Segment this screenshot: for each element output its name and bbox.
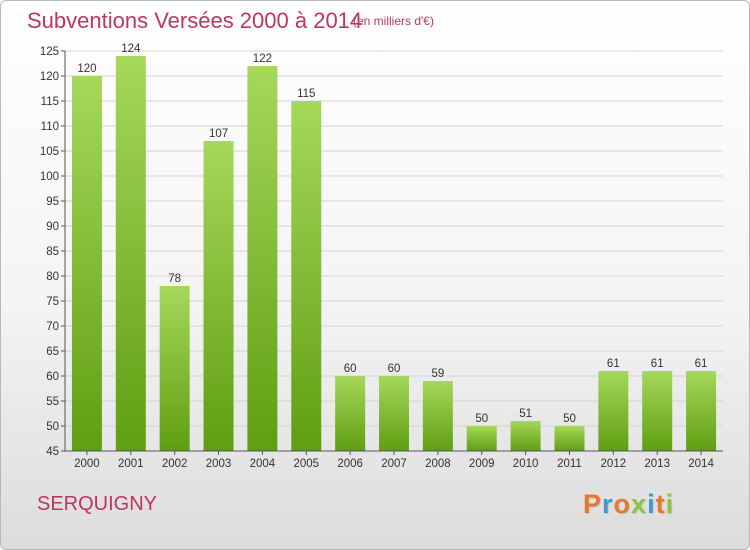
- x-tick-label: 2003: [206, 458, 232, 470]
- data-label: 59: [431, 368, 444, 380]
- y-tick-label: 125: [40, 46, 59, 58]
- data-label: 61: [651, 358, 664, 370]
- bar[interactable]: [115, 56, 146, 451]
- bars: [71, 56, 717, 451]
- x-tick-label: 2005: [293, 458, 319, 470]
- logo-letter: P: [583, 489, 603, 519]
- logo-letter: i: [665, 489, 675, 519]
- x-tick-label: 2000: [74, 458, 100, 470]
- logo-letter: x: [631, 489, 648, 519]
- y-tick-label: 55: [46, 396, 59, 408]
- y-tick-label: 105: [40, 146, 59, 158]
- x-tick-label: 2008: [425, 458, 451, 470]
- y-tick-label: 95: [46, 196, 59, 208]
- data-label: 60: [388, 363, 401, 375]
- data-label: 51: [519, 408, 532, 420]
- x-tick-label: 2010: [513, 458, 539, 470]
- x-tick-label: 2004: [250, 458, 276, 470]
- x-tick-label: 2001: [118, 458, 144, 470]
- data-label: 122: [253, 53, 272, 65]
- logo-letter: i: [647, 489, 656, 519]
- y-tick-label: 120: [40, 71, 59, 83]
- y-tick-label: 75: [46, 296, 59, 308]
- bar[interactable]: [422, 381, 453, 451]
- x-tick-label: 2014: [688, 458, 714, 470]
- bar[interactable]: [379, 376, 409, 451]
- axes: 45 50 55 60 65 70 75 80 85 90 95 100 105 110 115 120 125…: [40, 46, 723, 470]
- y-tick-label: 45: [46, 446, 59, 458]
- bar[interactable]: [554, 426, 585, 451]
- y-tick-label: 60: [46, 371, 59, 383]
- x-tick-label: 2012: [601, 458, 627, 470]
- data-label: 115: [297, 88, 315, 100]
- bar[interactable]: [598, 371, 629, 451]
- proxiti-logo[interactable]: Proxiti: [583, 489, 674, 520]
- data-label: 61: [607, 358, 620, 370]
- data-label: 50: [563, 413, 576, 425]
- data-label: 78: [168, 273, 181, 285]
- x-tick-label: 2007: [381, 458, 407, 470]
- bar[interactable]: [335, 376, 366, 451]
- x-tick-label: 2006: [337, 458, 363, 470]
- data-label: 107: [209, 128, 228, 140]
- data-label: 50: [475, 413, 488, 425]
- y-tick-label: 50: [46, 421, 59, 433]
- bar[interactable]: [686, 371, 717, 451]
- y-tick-label: 110: [41, 121, 59, 133]
- y-tick-label: 85: [46, 246, 59, 258]
- data-label: 120: [77, 63, 96, 75]
- bar[interactable]: [71, 76, 102, 451]
- y-tick-label: 65: [46, 346, 59, 358]
- y-tick-label: 90: [46, 221, 59, 233]
- bar[interactable]: [247, 66, 278, 451]
- logo-letter: r: [602, 489, 614, 519]
- y-tick-label: 100: [40, 171, 59, 183]
- bar[interactable]: [203, 141, 234, 451]
- x-tick-label: 2013: [644, 458, 670, 470]
- chart-unit: (en milliers d'€): [353, 14, 434, 28]
- data-labels: 120 124 78 107 122 115 60 60 59 50 51 50 61 61 61: [77, 43, 707, 425]
- data-label: 61: [695, 358, 708, 370]
- data-label: 60: [344, 363, 357, 375]
- logo-letter: o: [613, 489, 632, 519]
- bar[interactable]: [466, 426, 497, 451]
- x-tick-label: 2002: [162, 458, 188, 470]
- bar[interactable]: [291, 101, 322, 451]
- bar[interactable]: [642, 371, 673, 451]
- bar[interactable]: [510, 421, 541, 451]
- commune-name: SERQUIGNY: [37, 493, 158, 515]
- x-tick-label: 2011: [557, 458, 582, 470]
- bar[interactable]: [159, 286, 190, 451]
- data-label: 124: [121, 43, 141, 55]
- y-tick-label: 70: [46, 321, 59, 333]
- logo-letter: t: [655, 489, 666, 519]
- y-tick-label: 80: [46, 271, 59, 283]
- chart-title: Subventions Versées 2000 à 2014: [27, 8, 363, 33]
- x-tick-label: 2009: [469, 458, 495, 470]
- y-tick-label: 115: [41, 96, 59, 108]
